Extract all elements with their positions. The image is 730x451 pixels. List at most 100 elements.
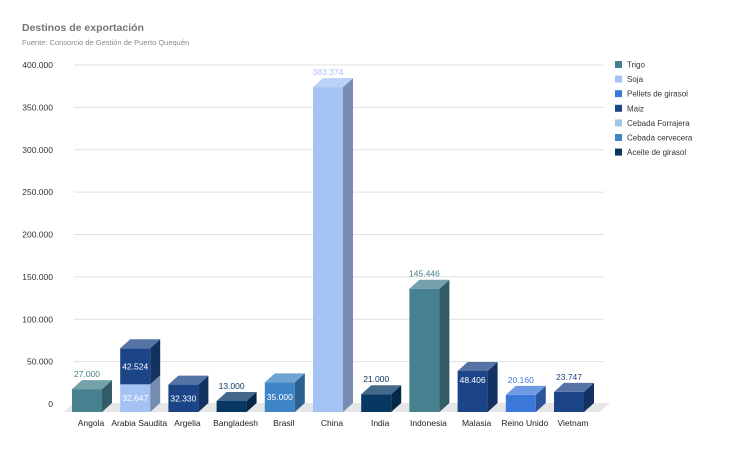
x-category-label: Bangladesh <box>213 418 258 428</box>
data-label: 23.747 <box>556 372 582 382</box>
data-label: 32.647 <box>122 393 148 403</box>
bar-side <box>246 391 257 412</box>
bar-side <box>343 78 353 412</box>
data-label: 383.374 <box>313 67 344 77</box>
legend-swatch <box>615 119 622 127</box>
legend-item: Cebada cervecera <box>615 134 693 143</box>
legend-swatch <box>615 134 622 141</box>
y-tick-label: 200.000 <box>22 230 53 240</box>
y-tick-label: 100.000 <box>22 314 53 324</box>
bar-side <box>198 375 209 412</box>
data-label: 35.000 <box>267 392 293 402</box>
x-category-label: Angola <box>78 418 105 428</box>
bar-top <box>505 385 546 395</box>
bar-side <box>102 380 112 412</box>
y-axis-ticks: 0 50.000 100.000 150.000 200.000 250.000 300.0… <box>22 60 53 409</box>
bar-segment <box>457 361 498 412</box>
bar-segment <box>505 385 546 412</box>
y-tick-label: 150.000 <box>22 272 53 282</box>
data-label: 20.160 <box>508 375 534 385</box>
y-tick-label: 50.000 <box>27 357 53 367</box>
data-label: 21.000 <box>363 374 389 384</box>
bar-side <box>584 382 594 412</box>
x-category-label: Vietnam <box>557 418 588 428</box>
legend-item: Cebada Forrajera <box>615 119 690 128</box>
bar-top <box>313 78 353 88</box>
bar-front <box>554 391 584 412</box>
chart-subtitle: Fuente: Consorcio de Gestión de Puerto Q… <box>22 38 190 47</box>
bar-side <box>150 375 161 412</box>
bar-side <box>294 373 305 412</box>
bar-top <box>216 391 257 401</box>
bar-side <box>391 385 402 412</box>
bar-segment <box>313 78 353 412</box>
bar-front <box>72 389 102 412</box>
bar-segment <box>72 380 112 412</box>
bar-side <box>535 385 546 412</box>
x-category-label: Arabia Saudita <box>111 418 167 428</box>
x-category-label: Argelia <box>174 418 201 428</box>
bar-front <box>264 382 295 412</box>
x-category-label: Indonesia <box>410 418 447 428</box>
bar-top <box>554 382 594 392</box>
bar-segment <box>361 385 402 412</box>
x-category-label: Brasil <box>273 418 294 428</box>
legend-label: Cebada cervecera <box>627 134 693 143</box>
legend-label: Trigo <box>627 61 645 70</box>
legend-label: Maiz <box>627 104 644 113</box>
legend-label: Cebada Forrajera <box>627 119 690 128</box>
bar-front <box>505 394 536 412</box>
bar-side <box>487 361 498 412</box>
bar-front <box>120 384 151 412</box>
bar-front <box>120 348 151 385</box>
y-tick-label: 250.000 <box>22 187 53 197</box>
legend-label: Aceite de girasol <box>627 148 686 157</box>
bar-top <box>264 373 305 383</box>
bar-front <box>457 370 488 412</box>
bar-top <box>72 380 112 390</box>
data-label: 13.000 <box>219 381 245 391</box>
legend-swatch <box>615 75 622 83</box>
x-category-label: China <box>321 418 343 428</box>
legend-item: Maiz <box>615 104 644 113</box>
bar-segment <box>168 375 209 412</box>
bar-top <box>361 385 402 395</box>
legend-swatch <box>615 61 622 68</box>
data-label: 42.524 <box>122 361 148 371</box>
bar-side <box>150 339 161 385</box>
legend-item: Trigo <box>615 61 645 70</box>
bar-front <box>361 394 392 412</box>
bar-segment <box>264 373 305 412</box>
bar-front <box>313 87 343 412</box>
data-labels: 27.000 32.647 42.524 32.330 13.000 35.000 383.… <box>74 67 582 403</box>
legend-item: Soja <box>615 75 644 84</box>
bar-front <box>409 288 440 412</box>
y-tick-label: 350.000 <box>22 102 53 112</box>
data-label: 32.330 <box>170 393 196 403</box>
data-label: 27.000 <box>74 369 100 379</box>
y-tick-label: 300.000 <box>22 145 53 155</box>
bar-segment <box>409 279 450 412</box>
chart-title: Destinos de exportación <box>22 22 144 34</box>
legend-label: Pellets de girasol <box>627 90 688 99</box>
legend-label: Soja <box>627 75 644 84</box>
bar-top <box>120 339 161 349</box>
legend-swatch <box>615 90 622 98</box>
data-label: 48.406 <box>460 375 486 385</box>
y-tick-label: 0 <box>48 399 53 409</box>
bar-segment <box>554 382 594 412</box>
bar-front <box>216 400 247 412</box>
x-category-label: Reino Unido <box>501 418 548 428</box>
legend-swatch <box>615 104 622 112</box>
legend: Trigo Soja Pellets de girasol Maiz Cebada Fo… <box>615 61 693 157</box>
bars <box>72 78 594 412</box>
bar-top <box>409 279 450 289</box>
bar-segment <box>120 375 161 412</box>
x-category-label: Malasia <box>462 418 492 428</box>
bar-top <box>168 375 209 385</box>
bar-segment <box>120 339 161 385</box>
bar-top <box>457 361 498 371</box>
data-label: 145.446 <box>409 269 440 279</box>
y-tick-label: 400.000 <box>22 60 53 70</box>
